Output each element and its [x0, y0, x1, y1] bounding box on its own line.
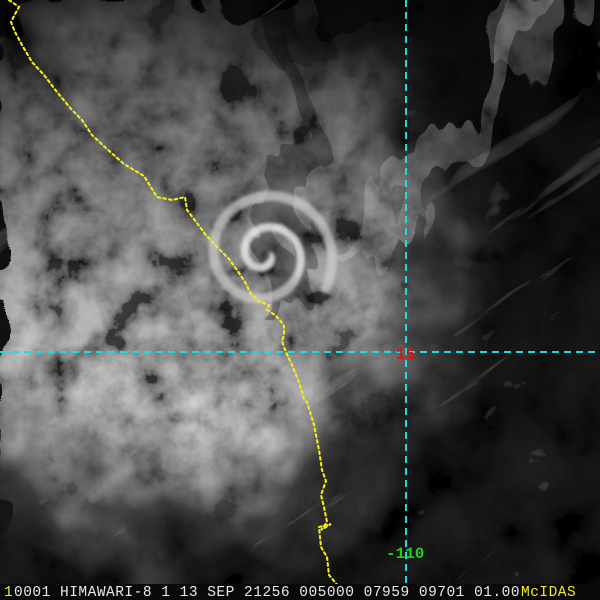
svg-text:0001 HIMAWARI-8 1 13 SEP 21: 0001 HIMAWARI-8 1 13 SEP 21256 005000 07… [14, 585, 520, 600]
svg-text:-110: -110 [386, 545, 424, 563]
svg-text:McIDAS: McIDAS [521, 585, 576, 600]
svg-text:1: 1 [4, 585, 13, 600]
svg-text:15: 15 [396, 346, 415, 364]
